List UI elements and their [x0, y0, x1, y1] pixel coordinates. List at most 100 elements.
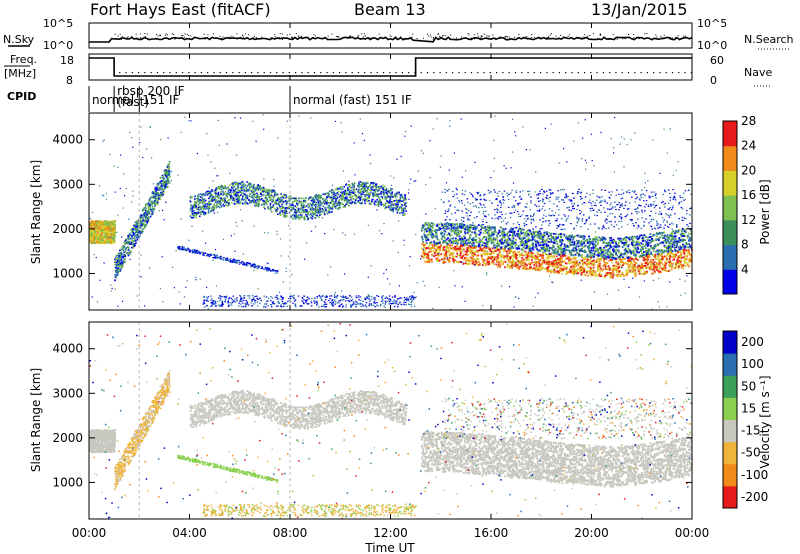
nave-tick-bottom: 0: [710, 74, 717, 87]
echo-cell: [317, 195, 320, 197]
echo-cell: [238, 198, 240, 201]
echo-cell: [142, 213, 145, 215]
echo-cell: [287, 298, 290, 300]
echo-cell: [156, 182, 159, 185]
echo-cell: [526, 258, 528, 261]
echo-cell: [322, 193, 325, 195]
echo-cell: [281, 202, 283, 205]
echo-cell: [300, 203, 303, 206]
echo-cell: [281, 211, 284, 213]
echo-cell: [287, 196, 290, 199]
echo-cell: [376, 204, 378, 206]
echo-cell: [141, 229, 143, 231]
echo-cell: [335, 296, 337, 298]
echo-cell: [330, 191, 333, 193]
echo-cell: [389, 200, 391, 202]
echo-cell: [95, 220, 98, 223]
nave-point: [320, 72, 322, 74]
nsearch-point: [369, 37, 371, 39]
nave-point: [552, 72, 554, 74]
echo-cell: [142, 207, 145, 210]
echo-cell: [286, 305, 288, 307]
echo-cell: [151, 191, 154, 194]
echo-cell: [360, 299, 362, 301]
echo-cell: [285, 210, 288, 212]
nsearch-point: [539, 38, 541, 40]
echo-cell: [343, 186, 345, 188]
echo-cell: [622, 256, 624, 259]
echo-cell: [546, 270, 549, 273]
echo-cell: [136, 231, 138, 233]
echo-cell: [119, 270, 122, 272]
echo-cell: [390, 303, 393, 305]
echo-cell: [229, 184, 231, 186]
echo-cell: [167, 174, 169, 176]
echo-cell: [256, 197, 259, 200]
echo-cell: [254, 300, 256, 302]
nsearch-point: [247, 38, 249, 40]
echo-cell: [323, 198, 326, 201]
echo-cell: [238, 202, 240, 204]
echo-cell: [294, 205, 296, 207]
echo-cell: [198, 209, 201, 211]
nave-point: [558, 72, 561, 74]
echo-cell: [207, 202, 210, 204]
echo-cell: [92, 227, 95, 229]
nsearch-point: [567, 35, 569, 37]
nave-point: [496, 72, 498, 74]
echo-cell: [420, 255, 423, 258]
nsearch-point: [583, 37, 585, 39]
echo-cell: [377, 189, 379, 192]
echo-cell: [331, 299, 334, 301]
echo-cell: [89, 234, 92, 237]
echo-cell: [249, 263, 251, 265]
echo-cell: [272, 200, 275, 202]
echo-cell: [293, 300, 296, 302]
nsearch-point: [508, 38, 510, 40]
echo-cell: [266, 300, 268, 302]
nsearch-point: [438, 33, 440, 35]
echo-cell: [267, 269, 269, 271]
echo-cell: [359, 189, 361, 192]
echo-cell: [253, 263, 255, 265]
echo-cell: [228, 297, 231, 299]
nsearch-tick-top: 10^5: [697, 17, 727, 30]
echo-cell: [387, 204, 390, 207]
echo-cell: [386, 300, 389, 302]
echo-cell: [109, 241, 112, 244]
echo-cell: [139, 235, 141, 237]
nave-point: [288, 72, 290, 74]
echo-cell: [349, 299, 351, 301]
echo-cell: [157, 199, 159, 201]
echo-cell: [348, 204, 350, 207]
echo-cell: [319, 210, 322, 212]
echo-cell: [261, 267, 263, 269]
freq-line: [89, 57, 692, 77]
echo-cell: [164, 180, 166, 183]
nsearch-point: [357, 35, 359, 37]
echo-cell: [402, 207, 405, 210]
echo-cell: [351, 197, 353, 199]
echo-cell: [90, 226, 93, 229]
nsearch-point: [474, 38, 476, 40]
nave-point: [395, 72, 397, 74]
nsearch-point: [243, 36, 245, 38]
nsearch-point: [220, 38, 222, 40]
echo-cell: [256, 267, 259, 269]
nsearch-point: [495, 37, 497, 39]
echo-cell: [214, 200, 217, 202]
nsearch-point: [558, 38, 560, 40]
echo-cell: [111, 222, 114, 225]
echo-cell: [203, 213, 205, 216]
echo-cell: [382, 188, 384, 190]
echo-cell: [117, 257, 120, 259]
echo-cell: [236, 259, 238, 261]
echo-cell: [325, 306, 327, 308]
echo-cell: [375, 186, 378, 189]
echo-cell: [391, 191, 394, 193]
echo-cell: [319, 197, 322, 199]
echo-cell: [210, 193, 212, 195]
echo-cell: [412, 296, 415, 298]
echo-cell: [376, 304, 378, 306]
nave-point: [508, 72, 510, 74]
